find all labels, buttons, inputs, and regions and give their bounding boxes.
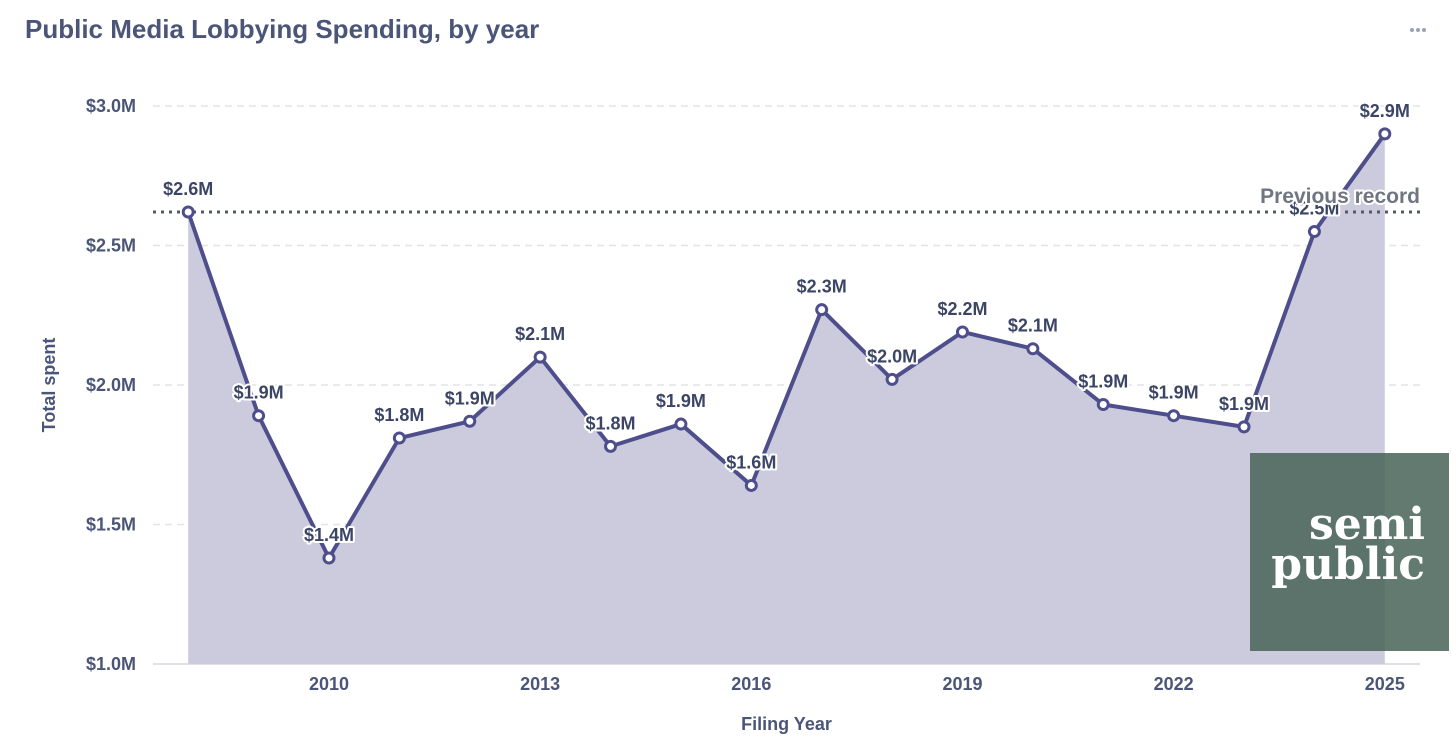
data-label: $1.8M	[374, 405, 424, 425]
data-label: $1.8M	[586, 413, 636, 433]
x-tick-label: 2013	[520, 674, 560, 694]
data-point	[1096, 398, 1110, 412]
y-tick-label: $2.5M	[86, 236, 136, 256]
more-horizontal-icon-dot	[1416, 28, 1420, 32]
data-label: $1.9M	[1149, 383, 1199, 403]
data-label: $1.9M	[1078, 372, 1128, 392]
watermark-line-1: semi	[1308, 499, 1425, 550]
data-label: $1.9M	[656, 391, 706, 411]
data-point	[533, 350, 547, 364]
more-horizontal-icon-dot	[1422, 28, 1426, 32]
data-point	[392, 431, 406, 445]
data-point	[1307, 225, 1321, 239]
x-tick-label: 2019	[942, 674, 982, 694]
data-points	[181, 127, 1392, 565]
more-options-button[interactable]	[1402, 18, 1434, 42]
data-label: $2.3M	[797, 277, 847, 297]
data-point	[1378, 127, 1392, 141]
data-label: $1.9M	[1219, 394, 1269, 414]
data-label: $2.6M	[163, 179, 213, 199]
data-point	[1026, 342, 1040, 356]
data-point	[1237, 420, 1251, 434]
watermark-line-2: public	[1271, 539, 1425, 590]
data-label: $1.9M	[234, 383, 284, 403]
semipublic-watermark-logo: semi public	[1250, 453, 1449, 651]
x-axis: 2010 2013 2016 2019 2022 2025	[309, 674, 1405, 694]
x-axis-title: Filing Year	[741, 714, 832, 734]
data-label: $2.2M	[937, 299, 987, 319]
more-horizontal-icon	[1410, 28, 1414, 32]
data-point	[181, 205, 195, 219]
data-point	[674, 417, 688, 431]
x-tick-label: 2025	[1365, 674, 1405, 694]
data-label: $2.5M	[1289, 199, 1339, 219]
data-point	[604, 439, 618, 453]
data-label: $1.4M	[304, 525, 354, 545]
data-label: $2.9M	[1360, 101, 1410, 121]
previous-record-label: Previous record	[1260, 185, 1420, 208]
data-label: $2.1M	[515, 324, 565, 344]
y-axis-title: Total spent	[39, 338, 59, 433]
series-line	[186, 132, 1387, 560]
chart-title: Public Media Lobbying Spending, by year	[25, 14, 540, 44]
data-point	[463, 414, 477, 428]
x-tick-label: 2022	[1154, 674, 1194, 694]
y-tick-label: $2.0M	[86, 375, 136, 395]
data-label: $2.1M	[1008, 316, 1058, 336]
x-tick-label: 2010	[309, 674, 349, 694]
data-point	[744, 478, 758, 492]
data-label: $2.0M	[867, 346, 917, 366]
x-tick-label: 2016	[731, 674, 771, 694]
data-label: $1.6M	[726, 452, 776, 472]
data-point	[955, 325, 969, 339]
data-point	[1167, 409, 1181, 423]
y-tick-label: $1.5M	[86, 515, 136, 535]
y-axis: $1.0M $1.5M $2.0M $2.5M $3.0M	[86, 96, 136, 674]
data-point	[252, 409, 266, 423]
data-label: $1.9M	[445, 388, 495, 408]
y-tick-label: $3.0M	[86, 96, 136, 116]
data-point	[885, 372, 899, 386]
data-point	[322, 551, 336, 565]
data-point	[815, 303, 829, 317]
y-tick-label: $1.0M	[86, 654, 136, 674]
data-labels: $2.6M $1.9M $1.4M $1.8M $1.9M $2.1M $1.8M $1.9M…	[161, 99, 1412, 547]
